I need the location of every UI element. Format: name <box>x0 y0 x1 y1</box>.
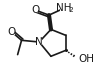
Text: N: N <box>35 37 43 47</box>
Text: O: O <box>31 5 39 15</box>
Text: OH: OH <box>79 54 95 64</box>
Text: O: O <box>8 27 16 37</box>
Text: NH: NH <box>56 3 71 13</box>
Text: 2: 2 <box>69 7 73 13</box>
